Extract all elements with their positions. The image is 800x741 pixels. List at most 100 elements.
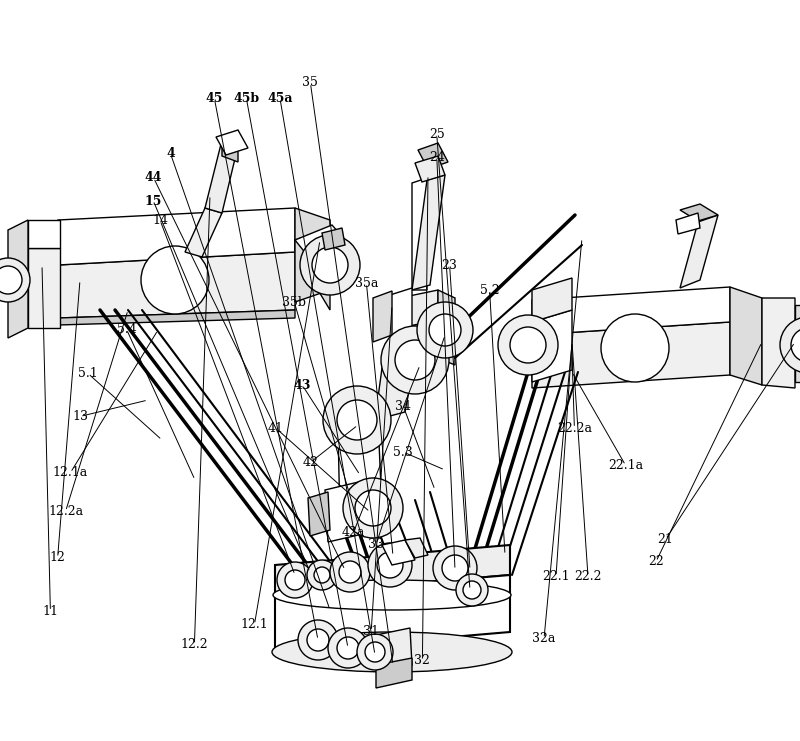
Text: 22.1a: 22.1a (608, 459, 643, 472)
Text: 34: 34 (395, 399, 411, 413)
Text: 32: 32 (414, 654, 430, 668)
Text: 22: 22 (648, 555, 664, 568)
Text: 44: 44 (145, 171, 162, 185)
Polygon shape (680, 215, 718, 288)
Polygon shape (28, 248, 60, 328)
Text: 42: 42 (302, 456, 318, 469)
Polygon shape (205, 140, 238, 213)
Text: 12.1a: 12.1a (53, 466, 88, 479)
Circle shape (277, 562, 313, 598)
Polygon shape (412, 178, 427, 290)
Circle shape (285, 570, 305, 590)
Circle shape (791, 328, 800, 362)
Text: 12.2: 12.2 (181, 638, 208, 651)
Circle shape (300, 235, 360, 295)
Text: 15: 15 (145, 195, 162, 208)
Text: 4: 4 (166, 147, 174, 160)
Circle shape (442, 555, 468, 581)
Text: 12.2a: 12.2a (48, 505, 83, 518)
Text: 5.4: 5.4 (117, 322, 136, 336)
Circle shape (330, 552, 370, 592)
Polygon shape (325, 478, 380, 542)
Circle shape (377, 552, 403, 578)
Text: 41: 41 (268, 422, 284, 435)
Polygon shape (376, 628, 412, 672)
Ellipse shape (273, 580, 511, 610)
Text: 42a: 42a (342, 525, 366, 539)
Polygon shape (295, 225, 345, 255)
Circle shape (339, 561, 361, 583)
Polygon shape (390, 288, 412, 337)
Polygon shape (338, 420, 382, 520)
Ellipse shape (272, 632, 512, 672)
Circle shape (463, 581, 481, 599)
Polygon shape (375, 360, 415, 420)
Text: 21: 21 (658, 533, 674, 546)
Polygon shape (762, 298, 795, 388)
Circle shape (381, 326, 449, 394)
Text: 35b: 35b (282, 296, 306, 309)
Polygon shape (275, 575, 510, 652)
Polygon shape (216, 130, 248, 155)
Polygon shape (222, 140, 238, 162)
Text: 43: 43 (294, 379, 311, 392)
Circle shape (307, 629, 329, 651)
Text: 33: 33 (368, 538, 384, 551)
Polygon shape (275, 545, 510, 595)
Text: 14: 14 (152, 213, 168, 227)
Circle shape (433, 546, 477, 590)
Text: 25: 25 (429, 128, 445, 142)
Polygon shape (418, 143, 448, 169)
Polygon shape (680, 204, 718, 221)
Polygon shape (730, 287, 762, 385)
Circle shape (312, 247, 348, 283)
Circle shape (780, 317, 800, 373)
Circle shape (417, 302, 473, 358)
Polygon shape (415, 156, 445, 182)
Text: 35: 35 (302, 76, 318, 90)
Text: 24: 24 (429, 150, 445, 164)
Polygon shape (412, 175, 445, 290)
Circle shape (355, 490, 391, 526)
Polygon shape (295, 208, 330, 310)
Circle shape (368, 543, 412, 587)
Text: 22.1: 22.1 (542, 570, 570, 583)
Text: 5.2: 5.2 (480, 284, 499, 297)
Text: 22.2: 22.2 (574, 570, 602, 583)
Circle shape (456, 574, 488, 606)
Polygon shape (532, 278, 572, 322)
Polygon shape (338, 410, 378, 430)
Polygon shape (308, 492, 330, 536)
Polygon shape (376, 658, 412, 688)
Circle shape (601, 314, 669, 382)
Text: 5.3: 5.3 (394, 445, 413, 459)
Circle shape (365, 642, 385, 662)
Polygon shape (185, 208, 222, 257)
Polygon shape (676, 213, 700, 234)
Polygon shape (532, 322, 730, 388)
Circle shape (337, 637, 359, 659)
Text: 23: 23 (442, 259, 458, 272)
Text: 5.1: 5.1 (78, 367, 98, 380)
Circle shape (343, 478, 403, 538)
Polygon shape (532, 310, 572, 382)
Polygon shape (405, 538, 428, 558)
Polygon shape (390, 320, 450, 368)
Circle shape (307, 560, 337, 590)
Polygon shape (58, 310, 295, 325)
Circle shape (357, 634, 393, 670)
Text: 12: 12 (50, 551, 66, 565)
Polygon shape (28, 220, 60, 248)
Circle shape (328, 628, 368, 668)
Circle shape (498, 315, 558, 375)
Text: 13: 13 (72, 410, 88, 423)
Polygon shape (295, 228, 330, 302)
Polygon shape (532, 287, 730, 335)
Text: 12.1: 12.1 (241, 618, 268, 631)
Text: 22.2a: 22.2a (557, 422, 592, 435)
Circle shape (395, 340, 435, 380)
Text: 35a: 35a (354, 276, 378, 290)
Polygon shape (8, 220, 28, 338)
Circle shape (510, 327, 546, 363)
Polygon shape (438, 290, 455, 365)
